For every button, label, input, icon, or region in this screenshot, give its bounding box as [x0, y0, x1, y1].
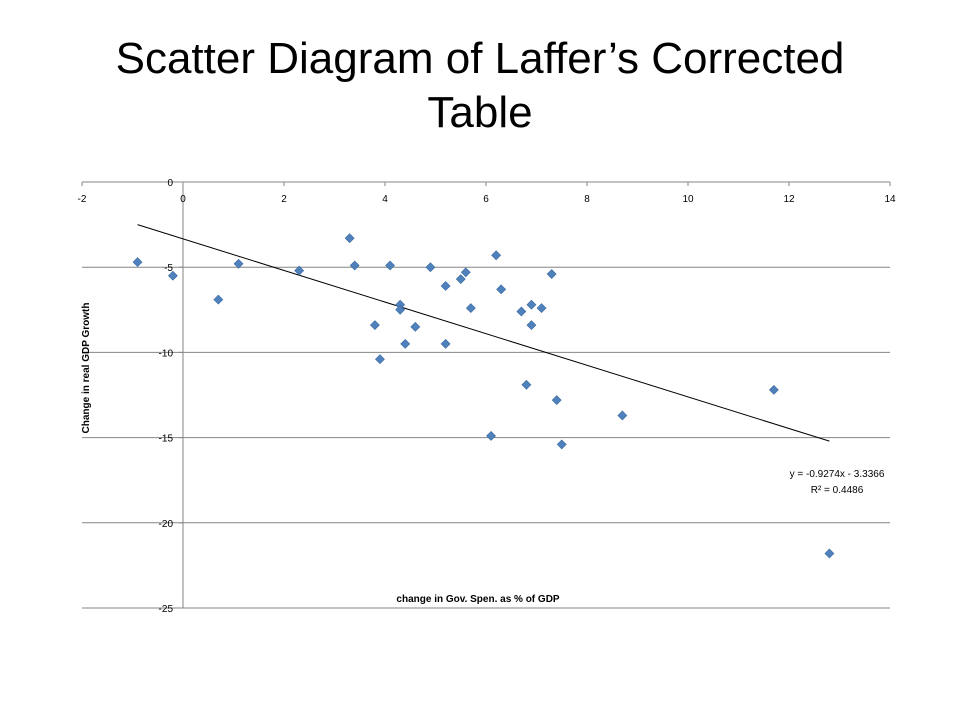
data-point: [369, 320, 380, 331]
y-tick-label: -15: [159, 434, 174, 445]
data-point: [213, 294, 224, 305]
data-point: [132, 257, 143, 268]
gridlines: [82, 266, 890, 609]
data-point: [536, 303, 547, 314]
data-point: [410, 321, 421, 332]
y-tick-label: 0: [167, 178, 173, 189]
data-point: [344, 233, 355, 244]
x-tick-labels: -2 0 2 4 6 8 10 12 14: [78, 194, 896, 205]
data-point: [167, 270, 178, 281]
x-tick-label: 8: [584, 194, 590, 205]
y-tick-labels: 0 -5 -10 -15 -20 -25: [159, 178, 174, 615]
data-point: [395, 304, 406, 315]
data-point: [375, 354, 385, 365]
data-point: [349, 260, 360, 271]
data-point: [521, 379, 532, 390]
data-point: [617, 410, 628, 421]
data-point: [526, 320, 537, 331]
data-point: [824, 548, 835, 559]
y-axis-title: Change in real GDP Growth: [81, 303, 92, 434]
x-tick-label: 0: [180, 194, 186, 205]
trendline: [137, 224, 830, 442]
x-tick-label: 14: [884, 194, 896, 205]
data-point: [768, 384, 779, 395]
data-point: [526, 299, 537, 310]
y-tick-label: -20: [159, 519, 174, 530]
axes: [81, 181, 891, 609]
data-point: [546, 269, 557, 279]
trendline-group: [137, 224, 830, 442]
x-tick-label: 2: [281, 194, 287, 205]
data-point: [551, 395, 562, 406]
x-axis-title: change in Gov. Spen. as % of GDP: [396, 594, 560, 605]
slide-title: Scatter Diagram of Laffer’s Corrected Ta…: [60, 32, 900, 140]
y-tick-label: -5: [164, 263, 173, 274]
x-tick-label: 4: [382, 194, 388, 205]
slide-title-line-1: Scatter Diagram of Laffer’s Corrected: [115, 34, 845, 83]
data-point: [486, 430, 496, 441]
y-tick-label: -25: [159, 604, 174, 615]
data-point: [491, 250, 502, 261]
data-point: [294, 265, 305, 276]
x-tick-label: -2: [78, 194, 87, 205]
data-point: [233, 258, 244, 269]
trendline-r-squared: R² = 0.4486: [811, 485, 864, 496]
data-point: [400, 338, 411, 349]
x-tick-label: 12: [783, 194, 795, 205]
y-tick-label: -10: [159, 348, 174, 359]
data-point: [465, 303, 476, 314]
data-point: [425, 262, 436, 273]
data-point: [455, 274, 466, 285]
x-tick-label: 10: [682, 194, 694, 205]
data-points: [132, 233, 835, 559]
data-point: [385, 260, 395, 271]
data-point: [440, 281, 451, 291]
data-point: [496, 284, 507, 295]
x-tick-label: 6: [483, 194, 489, 205]
slide-title-line-2: Table: [427, 88, 533, 137]
trendline-equation: y = -0.9274x - 3.3366: [790, 469, 885, 480]
data-point: [556, 439, 567, 450]
data-point: [440, 338, 451, 349]
data-point: [460, 267, 471, 278]
data-point: [516, 306, 527, 317]
